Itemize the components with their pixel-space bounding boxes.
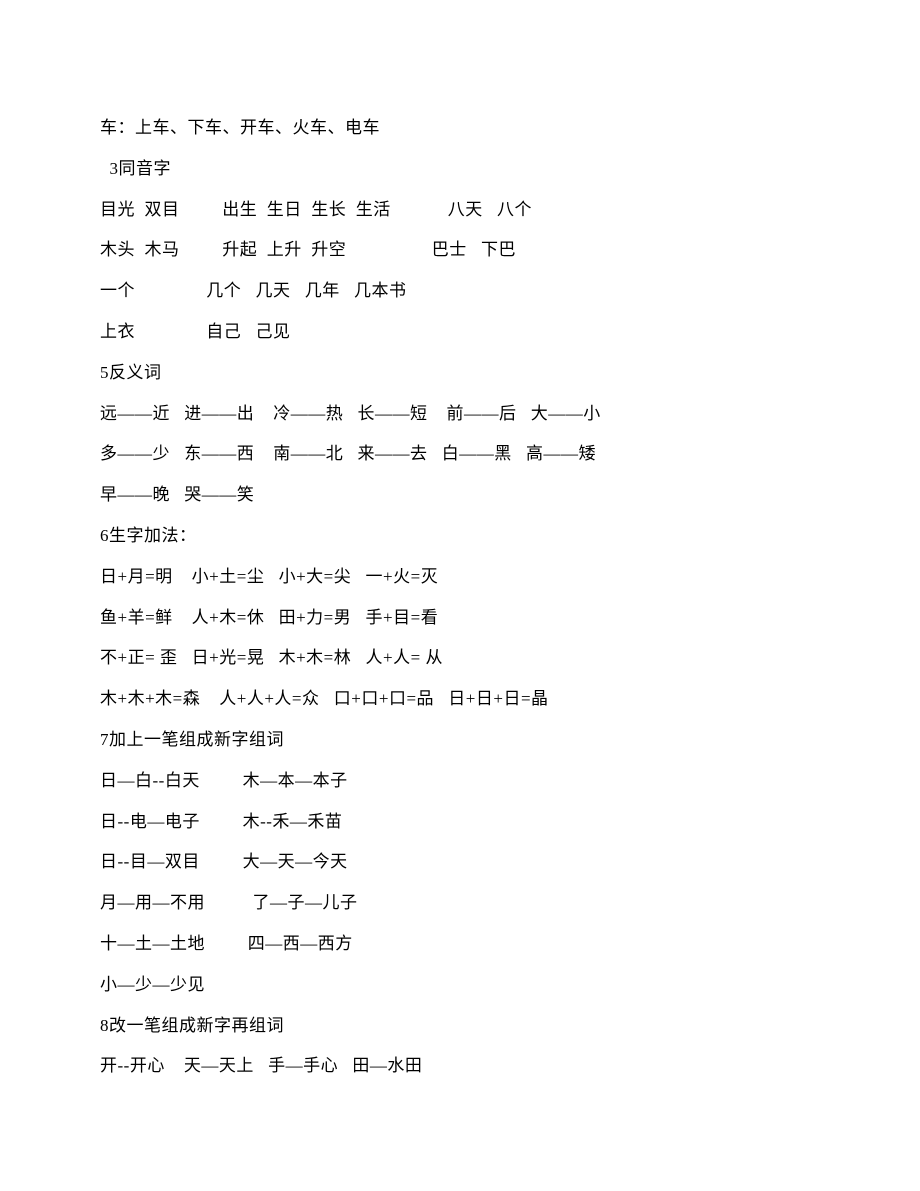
text-line: 目光 双目 出生 生日 生长 生活 八天 八个 (100, 190, 820, 231)
text-line: 一个 几个 几天 几年 几本书 (100, 271, 820, 312)
text-line: 日—白--白天 木—本—本子 (100, 761, 820, 802)
text-line: 小—少—少见 (100, 965, 820, 1006)
text-line: 月—用—不用 了—子—儿子 (100, 883, 820, 924)
text-line: 日--目—双目 大—天—今天 (100, 842, 820, 883)
text-line: 不+正= 歪 日+光=晃 木+木=林 人+人= 从 (100, 638, 820, 679)
text-line: 多——少 东——西 南——北 来——去 白——黑 高——矮 (100, 434, 820, 475)
document-content: 车：上车、下车、开车、火车、电车 3同音字 目光 双目 出生 生日 生长 生活 … (100, 108, 820, 1087)
section-heading: 6生字加法： (100, 516, 820, 557)
text-line: 车：上车、下车、开车、火车、电车 (100, 108, 820, 149)
text-line: 鱼+羊=鲜 人+木=休 田+力=男 手+目=看 (100, 598, 820, 639)
section-heading: 8改一笔组成新字再组词 (100, 1006, 820, 1047)
text-line: 十—土—土地 四—西—西方 (100, 924, 820, 965)
text-line: 日+月=明 小+土=尘 小+大=尖 一+火=灭 (100, 557, 820, 598)
text-line: 开--开心 天—天上 手—手心 田—水田 (100, 1046, 820, 1087)
text-line: 木+木+木=森 人+人+人=众 口+口+口=品 日+日+日=晶 (100, 679, 820, 720)
text-line: 早——晚 哭——笑 (100, 475, 820, 516)
text-line: 远——近 进——出 冷——热 长——短 前——后 大——小 (100, 394, 820, 435)
text-line: 木头 木马 升起 上升 升空 巴士 下巴 (100, 230, 820, 271)
section-heading: 3同音字 (100, 149, 820, 190)
text-line: 日--电—电子 木--禾—禾苗 (100, 802, 820, 843)
section-heading: 7加上一笔组成新字组词 (100, 720, 820, 761)
section-heading: 5反义词 (100, 353, 820, 394)
text-line: 上衣 自己 己见 (100, 312, 820, 353)
